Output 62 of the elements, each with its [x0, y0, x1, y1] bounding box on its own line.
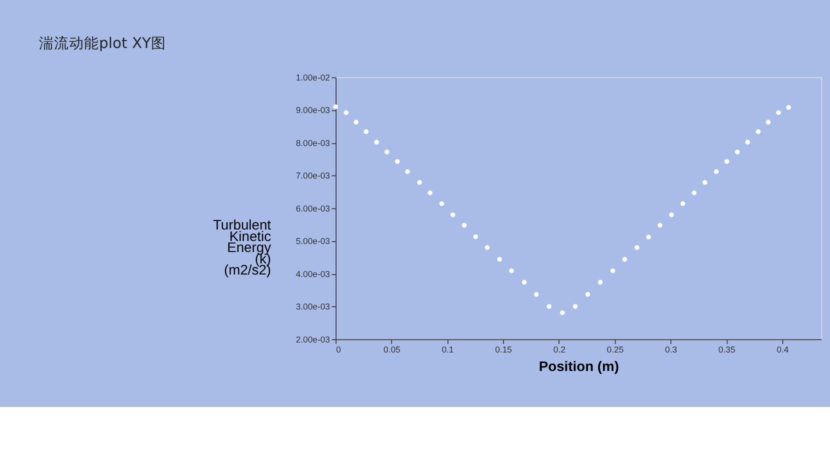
point — [610, 268, 616, 274]
point — [473, 234, 478, 240]
point — [374, 140, 379, 145]
point — [560, 310, 565, 316]
point — [546, 304, 552, 309]
point — [692, 190, 697, 196]
x-axis-title: Position (m) — [538, 358, 619, 374]
x-tick-label: 0.25 — [606, 344, 624, 355]
point — [484, 245, 490, 250]
point — [724, 159, 730, 164]
point — [333, 104, 338, 110]
point — [745, 140, 750, 145]
point — [534, 292, 539, 297]
point — [734, 150, 740, 154]
point — [756, 129, 761, 134]
x-tick-label: 0.1 — [442, 344, 454, 355]
point — [462, 222, 467, 228]
point — [714, 169, 719, 174]
point — [384, 150, 390, 154]
x-tick-label: 0.05 — [383, 344, 401, 355]
point — [509, 268, 514, 274]
y-tick-label: 6.00e-03 — [296, 203, 330, 214]
x-tick-label: 0.2 — [553, 344, 566, 355]
y-tick-label: 7.00e-03 — [296, 170, 330, 181]
y-tick-label: 9.00e-03 — [296, 105, 330, 116]
y-tick-label: 5.00e-03 — [296, 236, 330, 246]
point — [646, 234, 651, 240]
x-tick-label: 0 — [336, 344, 342, 355]
point — [497, 256, 502, 262]
y-tick-label: 4.00e-03 — [296, 268, 330, 279]
y-tick-label: 1.00e-02 — [296, 72, 330, 82]
y-tick-label: 2.00e-03 — [296, 334, 330, 344]
y-tick-label: 3.00e-03 — [296, 302, 330, 312]
y-axis-title: Turbulent Kinetic Energy (k) (m2/s2) — [212, 216, 272, 278]
point — [405, 169, 410, 174]
point — [598, 280, 603, 285]
x-tick-label: 0.4 — [776, 344, 789, 355]
x-tick-label: 0.15 — [495, 344, 512, 355]
point — [344, 110, 349, 116]
point — [417, 180, 422, 185]
point — [622, 256, 628, 262]
point — [439, 201, 444, 206]
y-tick-label: 8.00e-03 — [296, 138, 330, 148]
x-tick-label: 0.3 — [665, 344, 678, 355]
point — [450, 212, 456, 218]
point — [354, 120, 358, 125]
point — [634, 245, 640, 250]
point — [776, 110, 781, 116]
point — [428, 190, 432, 196]
point — [572, 304, 578, 309]
point — [658, 222, 662, 228]
point — [766, 120, 771, 125]
point — [585, 292, 590, 297]
point — [395, 159, 400, 164]
point — [669, 212, 674, 218]
point — [680, 201, 686, 206]
x-tick-label: 0.35 — [718, 344, 736, 355]
text: 湍流动能plot XY图 — [39, 34, 166, 52]
point — [522, 280, 527, 285]
point — [364, 129, 368, 134]
point — [786, 105, 791, 110]
point — [702, 180, 708, 185]
